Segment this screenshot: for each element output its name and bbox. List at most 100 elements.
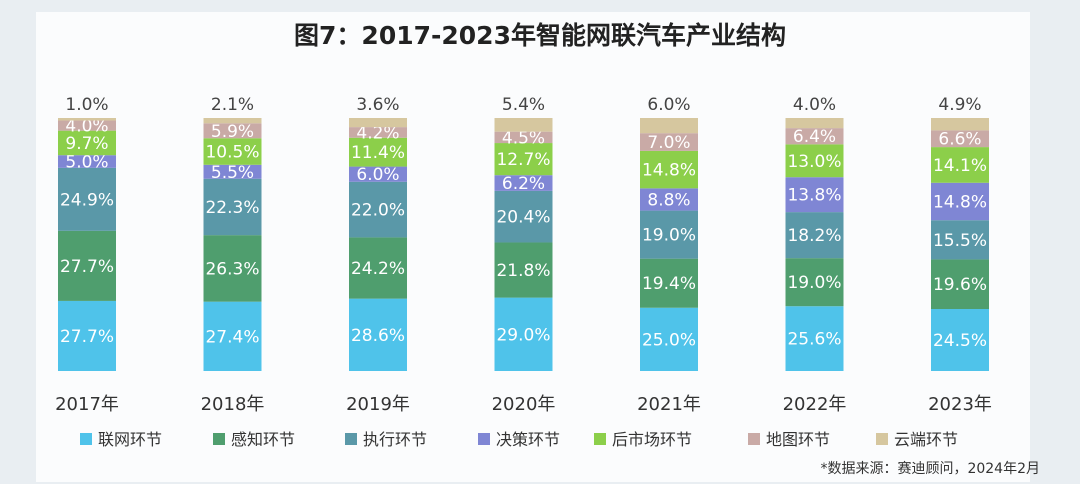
bar-segment bbox=[58, 155, 116, 168]
x-tick-label: 2017年 bbox=[55, 394, 119, 415]
data-label: 2.1% bbox=[211, 95, 254, 115]
bar-segment bbox=[494, 242, 553, 298]
data-label: 13.8% bbox=[787, 186, 841, 206]
legend-label: 联网环节 bbox=[98, 430, 162, 449]
data-label: 10.5% bbox=[205, 143, 259, 163]
x-tick-label: 2023年 bbox=[928, 394, 992, 415]
bar-segment bbox=[349, 118, 407, 128]
bar-segment bbox=[494, 175, 553, 191]
data-label: 21.8% bbox=[496, 261, 550, 281]
bar-segment bbox=[494, 190, 553, 243]
bar-segment bbox=[640, 210, 698, 259]
x-tick-label: 2020年 bbox=[492, 394, 556, 415]
legend-label: 地图环节 bbox=[766, 430, 830, 449]
x-tick-label: 2019年 bbox=[346, 394, 410, 415]
data-label: 5.5% bbox=[211, 163, 254, 183]
legend-label: 执行环节 bbox=[363, 430, 427, 449]
bar-segment bbox=[58, 230, 116, 301]
x-tick-label: 2021年 bbox=[637, 394, 701, 415]
data-label: 14.1% bbox=[933, 156, 987, 176]
bar-segment bbox=[349, 181, 407, 238]
bar-segment bbox=[494, 131, 553, 144]
data-label: 24.9% bbox=[60, 190, 114, 210]
bar-segment bbox=[931, 220, 989, 260]
bar-segment bbox=[785, 144, 844, 178]
bar-segment bbox=[349, 166, 407, 182]
data-label: 5.9% bbox=[211, 122, 254, 142]
data-label: 27.7% bbox=[60, 257, 114, 277]
data-label: 1.0% bbox=[65, 95, 108, 115]
data-label: 28.6% bbox=[351, 326, 405, 346]
chart-title: 图7：2017-2023年智能网联汽车产业结构 bbox=[294, 21, 786, 50]
data-label: 18.2% bbox=[787, 226, 841, 246]
data-label: 19.0% bbox=[642, 226, 696, 246]
data-label: 4.0% bbox=[65, 117, 108, 137]
data-label: 6.0% bbox=[356, 165, 399, 185]
bar-segment bbox=[931, 130, 989, 148]
bar-segment bbox=[785, 118, 844, 129]
data-label: 27.7% bbox=[60, 327, 114, 347]
data-label: 14.8% bbox=[642, 161, 696, 181]
data-label: 6.6% bbox=[938, 130, 981, 150]
data-label: 11.4% bbox=[351, 143, 405, 163]
data-label: 20.4% bbox=[496, 208, 550, 228]
bar-segment bbox=[58, 118, 116, 121]
bar-segment bbox=[349, 127, 407, 138]
legend-swatch bbox=[594, 433, 606, 445]
bar-segment bbox=[494, 143, 553, 176]
x-tick-label: 2018年 bbox=[201, 394, 265, 415]
data-label: 6.2% bbox=[502, 174, 545, 194]
data-label: 15.5% bbox=[933, 231, 987, 251]
data-label: 8.8% bbox=[647, 190, 690, 210]
legend-label: 后市场环节 bbox=[612, 430, 692, 449]
data-label: 4.9% bbox=[938, 95, 981, 115]
legend-swatch bbox=[748, 433, 760, 445]
bar-segment bbox=[203, 235, 262, 302]
bar-segment bbox=[349, 237, 407, 299]
data-label: 19.0% bbox=[787, 273, 841, 293]
bar-segment bbox=[494, 118, 553, 132]
bar-segment bbox=[785, 212, 844, 259]
legend-swatch bbox=[478, 433, 490, 445]
bar-segment bbox=[203, 178, 262, 236]
data-label: 5.0% bbox=[65, 153, 108, 173]
bar-segment bbox=[203, 301, 262, 371]
bar-segment bbox=[640, 307, 698, 371]
data-label: 4.0% bbox=[793, 95, 836, 115]
data-label: 4.5% bbox=[502, 128, 545, 148]
data-label: 4.2% bbox=[356, 123, 399, 143]
bar-segment bbox=[640, 258, 698, 308]
legend-label: 云端环节 bbox=[894, 430, 958, 449]
bar-segment bbox=[785, 306, 844, 371]
bar-segment bbox=[640, 188, 698, 211]
bar-segment bbox=[349, 137, 407, 167]
bar-segment bbox=[58, 130, 116, 156]
data-label: 5.4% bbox=[502, 95, 545, 115]
bar-segment bbox=[349, 298, 407, 371]
data-label: 6.0% bbox=[647, 95, 690, 115]
legend-swatch bbox=[80, 433, 92, 445]
bar-segment bbox=[203, 164, 262, 179]
data-label: 13.0% bbox=[787, 152, 841, 172]
data-source: *数据来源：赛迪顾问，2024年2月 bbox=[820, 461, 1040, 477]
bar-segment bbox=[640, 133, 698, 151]
data-label: 24.5% bbox=[933, 331, 987, 351]
bar-segment bbox=[785, 177, 844, 213]
data-label: 7.0% bbox=[647, 133, 690, 153]
data-label: 12.7% bbox=[496, 150, 550, 170]
data-label: 26.3% bbox=[205, 259, 259, 279]
data-label: 19.6% bbox=[933, 275, 987, 295]
data-label: 25.6% bbox=[787, 330, 841, 350]
bar-segment bbox=[494, 297, 553, 371]
data-label: 25.0% bbox=[642, 330, 696, 350]
bar-segment bbox=[203, 123, 262, 139]
data-label: 14.8% bbox=[933, 192, 987, 212]
legend-swatch bbox=[345, 433, 357, 445]
bar-segment bbox=[931, 118, 989, 131]
data-label: 27.4% bbox=[205, 327, 259, 347]
bar-segment bbox=[203, 138, 262, 165]
bar-segment bbox=[640, 118, 698, 134]
data-label: 29.0% bbox=[496, 325, 550, 345]
bar-segment bbox=[58, 300, 116, 371]
bar-segment bbox=[640, 150, 698, 189]
